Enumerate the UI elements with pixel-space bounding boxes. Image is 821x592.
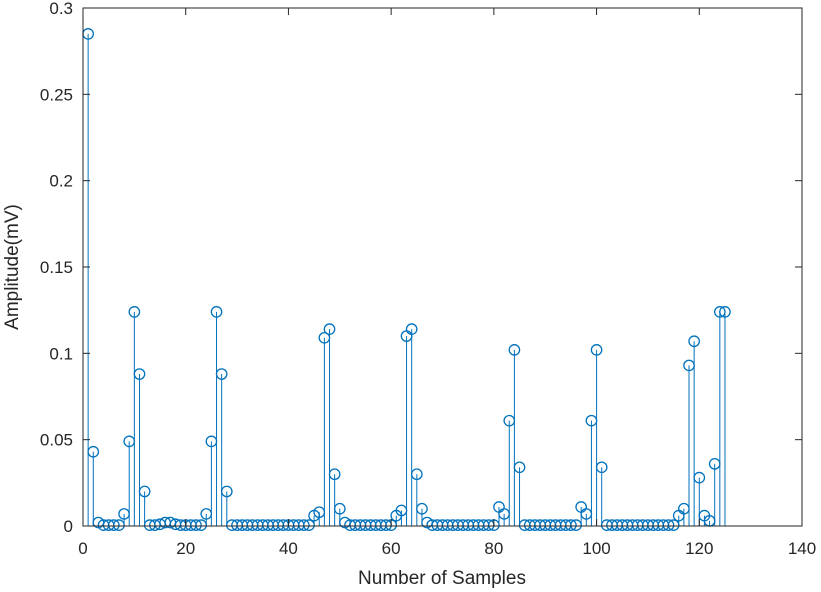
- stem-marker: [416, 502, 428, 515]
- plot-area: [83, 8, 802, 526]
- stem-marker: [508, 344, 521, 356]
- stem-marker: [133, 368, 146, 380]
- stem-marker: [215, 368, 228, 380]
- stem-marker: [210, 306, 223, 318]
- stem-series: [82, 28, 731, 531]
- stem-marker: [595, 461, 608, 474]
- stem-marker: [220, 485, 233, 498]
- x-tick-label: 60: [382, 539, 401, 558]
- y-axis-label: Amplitude(mV): [2, 204, 23, 330]
- x-tick-label: 20: [176, 539, 195, 558]
- y-tick-label: 0.1: [49, 344, 73, 363]
- stem-marker: [719, 306, 731, 318]
- x-tick-label: 120: [685, 539, 713, 558]
- stem-marker: [410, 468, 423, 481]
- y-tick-label: 0.2: [49, 172, 73, 191]
- stem-marker: [333, 502, 346, 515]
- x-axis-label: Number of Samples: [358, 568, 526, 589]
- x-tick-label: 140: [788, 539, 816, 558]
- stem-marker: [513, 461, 526, 474]
- y-tick-label: 0.05: [40, 431, 73, 450]
- x-tick-label: 100: [582, 539, 610, 558]
- stem-marker: [590, 344, 603, 356]
- x-tick-label: 80: [484, 539, 503, 558]
- stem-marker: [323, 323, 336, 336]
- stem-marker: [87, 445, 100, 458]
- stem-marker: [693, 471, 706, 484]
- stem-marker: [328, 468, 341, 481]
- x-tick-label: 40: [279, 539, 298, 558]
- stem-marker: [405, 323, 418, 336]
- x-tick-label: 0: [78, 539, 87, 558]
- stem-marker: [138, 485, 151, 498]
- y-tick-label: 0.25: [40, 85, 73, 104]
- stem-marker: [128, 306, 141, 318]
- y-tick-label: 0.15: [40, 258, 73, 277]
- y-axis-ticks: 0 0.05 0.1 0.15 0.2 0.25 0.3: [40, 0, 802, 536]
- y-tick-label: 0: [64, 517, 73, 536]
- stem-marker: [688, 335, 701, 348]
- x-axis-ticks: 0 20 40 60 80 100 120 140: [78, 8, 816, 558]
- y-tick-label: 0.3: [49, 0, 73, 18]
